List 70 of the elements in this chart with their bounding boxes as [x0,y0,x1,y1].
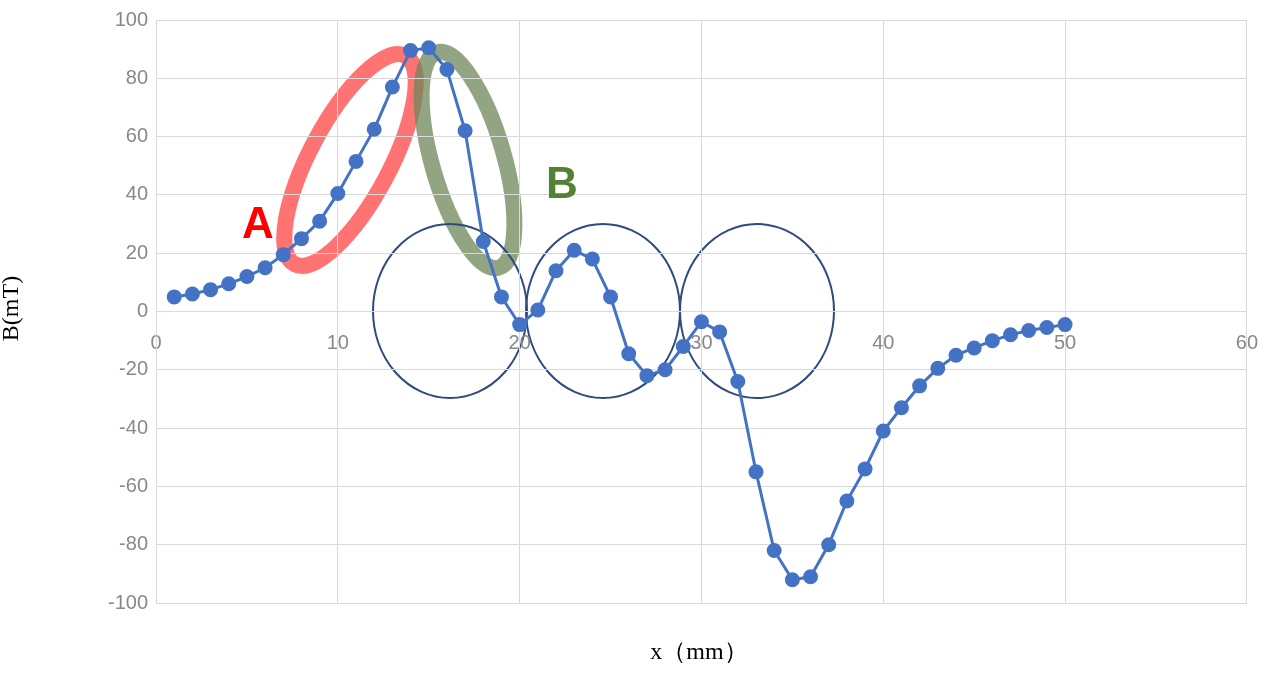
y-tick-label: 0 [136,299,149,322]
y-tick-label: 20 [125,240,149,263]
point [821,537,837,553]
point [457,123,473,139]
point [512,317,528,333]
point [384,79,400,95]
point [493,289,509,305]
point [984,333,1000,349]
point [657,362,673,378]
point [330,185,346,201]
annotation: A [242,198,274,248]
point [475,234,491,250]
y-tick-label: 80 [125,65,149,88]
point [912,378,928,394]
point [403,43,419,59]
point [257,260,273,276]
point [312,213,328,229]
point [548,263,564,279]
point [348,153,364,169]
point [530,302,546,318]
point [712,324,728,340]
point [621,346,637,362]
x-tick-label: 50 [1053,331,1077,354]
point [566,242,582,258]
point [184,286,200,302]
y-axis-title: B(mT) [0,275,25,342]
point [803,569,819,585]
point [239,269,255,285]
point [693,314,709,330]
x-tick-label: 40 [872,331,895,354]
point [1057,317,1073,333]
point [784,572,800,588]
point [203,282,219,298]
point [857,461,873,477]
point [366,121,382,137]
x-axis-title: x（mm） [649,637,749,666]
point [584,251,600,267]
point [1003,327,1019,343]
y-tick-label: -20 [119,357,149,380]
point [639,368,655,384]
x-tick-label: 30 [690,331,713,354]
point [1039,320,1055,336]
x-tick-label: 10 [326,331,349,354]
x-tick-label: 60 [1235,331,1258,354]
point [439,62,455,78]
point [603,289,619,305]
annotation: B [546,158,578,208]
point [875,423,891,439]
point [421,40,437,56]
point [221,276,237,292]
point [293,231,309,247]
point [966,340,982,356]
point [730,373,746,389]
point [839,493,855,509]
point [766,543,782,559]
point [948,347,964,363]
point [748,464,764,480]
point [275,247,291,263]
point [1021,322,1037,338]
point [675,338,691,354]
y-tick-label: -60 [119,473,149,496]
point [930,360,946,376]
y-tick-label: -80 [119,532,149,555]
y-tick-label: 100 [114,7,149,30]
point [893,400,909,416]
y-tick-label: 60 [125,124,149,147]
y-tick-label: 40 [125,182,149,205]
y-tick-label: -100 [108,590,149,613]
y-tick-label: -40 [119,415,149,438]
point [166,289,182,305]
